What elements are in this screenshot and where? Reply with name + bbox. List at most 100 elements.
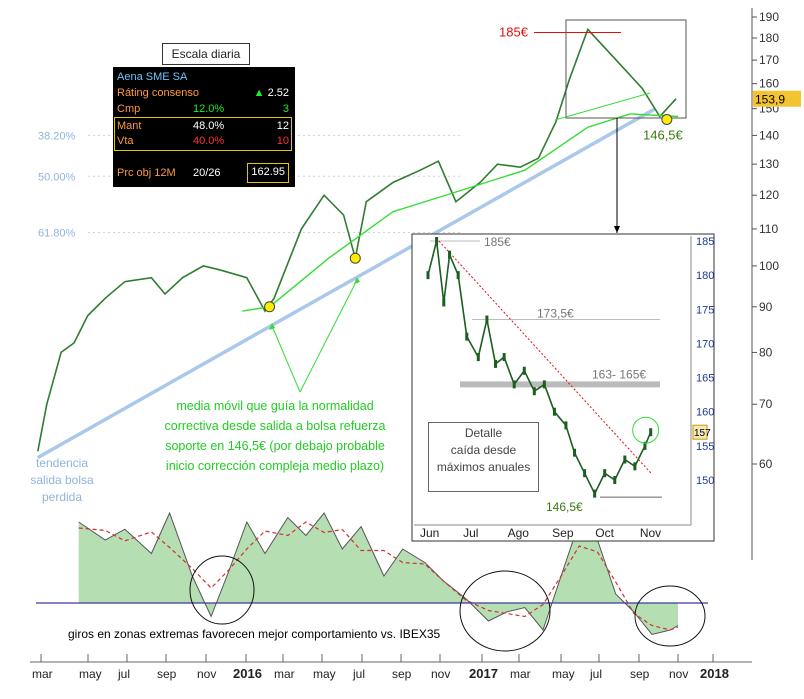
panel-company-name: Aena SME SA (117, 71, 188, 83)
last-price-box (753, 90, 801, 107)
pointer-arrow-line (299, 279, 358, 393)
detail-axis-label: 150 (696, 475, 714, 487)
detail-axis-label: 180 (696, 270, 714, 282)
panel-buy-label: Cmp (117, 103, 141, 115)
panel-hold-pct: 48.0% (193, 120, 225, 132)
time-axis-label: 2018 (700, 666, 729, 681)
ma-touch-marker (264, 301, 276, 313)
detail-time-axis-label: Jul (463, 526, 478, 540)
detail-candle (613, 476, 617, 484)
extreme-zone-circle (459, 570, 551, 652)
extreme-zone-circle (189, 555, 255, 625)
detail-candle (442, 298, 446, 307)
detail-frame (411, 233, 715, 542)
detail-axis-label: 165 (696, 373, 714, 385)
detail-candle (623, 455, 627, 464)
detail-downtrend-line (438, 240, 652, 474)
detail-candle (494, 359, 498, 368)
time-axis-label: sep (392, 667, 412, 681)
detail-candle (583, 469, 587, 478)
consensus-panel: Aena SME SA Ráting consenso ▲ 2.52 Cmp 1… (113, 67, 295, 187)
detail-caption-line-3: máximos anuales (436, 460, 531, 474)
time-axis-label: jul (117, 667, 130, 681)
detail-level-label: 185€ (484, 235, 511, 249)
panel-rating-row: Ráting consenso ▲ 2.52 (117, 85, 289, 101)
detail-candle (465, 332, 469, 341)
price-axis-label: 110 (759, 222, 778, 236)
oscillator-note: giros en zonas extremas favorecen mejor … (68, 627, 441, 641)
detail-time-axis-label: Ago (508, 526, 530, 540)
detail-time-axis-label: Jun (420, 526, 439, 540)
detail-candle (512, 380, 516, 389)
chart-title: Escala diaria (171, 47, 241, 61)
chart-title-box: Escala diaria (162, 43, 250, 65)
time-axis-label: may (313, 667, 336, 681)
detail-axis-label: 170 (696, 338, 714, 350)
panel-target-label: Prc obj 12M (117, 167, 176, 179)
price-axis-label: 190 (759, 10, 779, 24)
detail-breakout-circle (632, 416, 660, 444)
time-axis-label: nov (197, 667, 216, 681)
price-axis-label: 120 (759, 188, 779, 202)
ma-note-line-4: inicio corrección compleja medio plazo) (165, 459, 385, 473)
detail-candle (633, 462, 637, 471)
panel-sell-count: 10 (276, 135, 289, 147)
time-axis-label: nov (431, 667, 450, 681)
detail-chart-layer: 150 155 160 165 170 175 180 185 185€ 173,5€ 163- 1… (411, 233, 715, 542)
time-axis-label: may (79, 667, 102, 681)
time-axis-label: mar (274, 667, 295, 681)
panel-row-sell: Vta 40.0% 10 (117, 133, 289, 149)
pointer-arrow-icon (269, 323, 275, 330)
last-price-label: 153,9 (755, 93, 785, 107)
detail-candle (448, 250, 452, 259)
detail-candle (522, 366, 526, 375)
detail-candle (435, 237, 439, 245)
detail-level-label: 173,5€ (537, 307, 574, 321)
detail-candle (593, 489, 597, 498)
trend-note-line-2: salida bolsa (30, 473, 94, 487)
detail-time-axis-label: Sep (552, 526, 574, 540)
panel-buy-count: 3 (282, 103, 289, 115)
fibonacci-level-label: 38.20% (38, 130, 76, 142)
panel-target-value: 162.95 (247, 163, 289, 183)
panel-highlight-box (114, 117, 292, 151)
zoom-rectangle (565, 19, 687, 119)
detail-last-price-label: 157 (694, 428, 711, 439)
pointer-arrow-line (271, 325, 301, 393)
price-axis-label: 140 (759, 128, 779, 142)
panel-hold-count: 12 (276, 120, 289, 132)
panel-rating-number: 2.52 (267, 87, 289, 99)
detail-axis-label: 160 (696, 407, 714, 419)
detail-caption-box: Detalle caída desde máximos anuales (428, 422, 539, 492)
detail-time-axis-label: Nov (640, 526, 661, 540)
price-axis-label: 90 (759, 300, 773, 314)
pointer-arrow-icon (354, 277, 360, 284)
detail-candle (485, 315, 489, 324)
detail-last-price-box (692, 424, 708, 440)
panel-rating-value: ▲ 2.52 (254, 85, 289, 101)
panel-row-hold: Mant 48.0% 12 (117, 118, 289, 134)
time-axis-label: nov (669, 667, 688, 681)
price-axis-label: 170 (759, 53, 779, 67)
detail-candle (603, 469, 607, 478)
trend-note-line-3: perdida (41, 490, 83, 504)
oscillator-area (78, 513, 678, 635)
price-axis-label: 180 (759, 31, 779, 45)
detail-candle (426, 271, 430, 280)
detail-candle (573, 448, 577, 457)
price-axis-label: 100 (759, 259, 779, 273)
panel-name-row: Aena SME SA (117, 69, 289, 85)
detail-time-axis-label: Oct (595, 526, 614, 540)
price-axis-label: 70 (759, 397, 773, 411)
time-axis-label: 2016 (233, 666, 262, 681)
detail-candle (564, 421, 568, 430)
detail-candle (502, 353, 506, 362)
detail-level-label: 163- 165€ (592, 367, 646, 381)
support-marker (661, 114, 673, 126)
panel-rating-label: Ráting consenso (117, 87, 199, 99)
zoom-arrow-icon (614, 226, 620, 233)
detail-candle (643, 441, 647, 450)
panel-target-row: Prc obj 12M 20/26 162.95 (117, 163, 289, 183)
